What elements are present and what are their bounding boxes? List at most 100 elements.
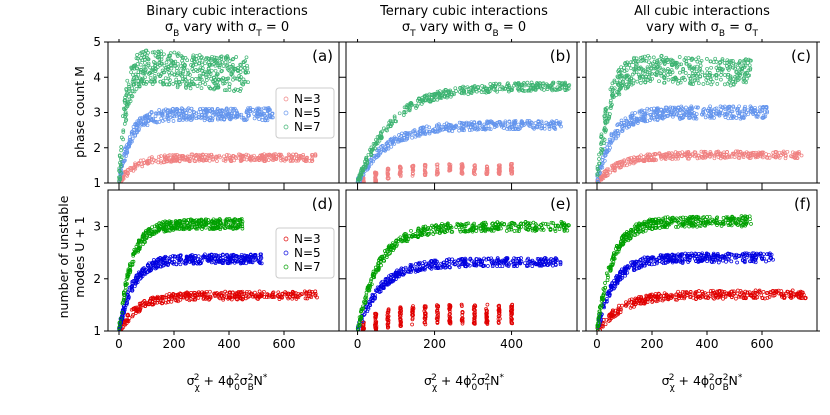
point <box>689 104 694 109</box>
point <box>225 218 229 222</box>
point <box>539 86 544 91</box>
point <box>401 113 406 117</box>
point <box>173 80 178 85</box>
point <box>645 156 649 160</box>
series-a-N=3 <box>117 152 318 183</box>
point <box>634 70 639 75</box>
point <box>691 73 695 78</box>
point <box>657 57 662 62</box>
point <box>200 62 205 67</box>
point <box>224 56 229 60</box>
point <box>131 313 135 317</box>
point <box>595 173 600 178</box>
point <box>146 63 151 68</box>
point <box>139 121 144 126</box>
point <box>692 65 697 70</box>
point <box>677 62 682 67</box>
point <box>734 70 739 74</box>
point <box>414 106 418 110</box>
point <box>162 82 166 86</box>
point <box>741 63 746 68</box>
point <box>743 72 747 76</box>
point <box>671 77 676 81</box>
point <box>599 134 604 139</box>
point <box>165 113 170 118</box>
legend-marker <box>283 236 289 242</box>
point <box>728 77 732 82</box>
point <box>488 82 493 86</box>
point <box>466 122 471 126</box>
point <box>709 152 714 156</box>
point <box>527 124 532 128</box>
point <box>226 112 231 116</box>
point <box>684 113 688 117</box>
point <box>157 221 162 226</box>
ylabel-phase-count: phase count M <box>72 66 87 158</box>
point <box>551 80 555 85</box>
point <box>238 217 243 222</box>
point <box>686 110 691 114</box>
point <box>182 108 187 113</box>
point <box>202 222 207 227</box>
point <box>198 66 203 71</box>
point <box>764 155 769 160</box>
point <box>197 158 202 163</box>
point <box>632 70 637 75</box>
point <box>542 126 547 131</box>
point <box>134 309 139 314</box>
point <box>619 65 623 70</box>
point <box>159 159 164 164</box>
point <box>172 114 177 119</box>
point <box>737 156 742 160</box>
point <box>239 112 244 117</box>
point <box>172 72 177 77</box>
point <box>262 156 267 161</box>
point <box>187 225 192 230</box>
point <box>453 86 458 91</box>
point <box>173 157 178 162</box>
point <box>666 67 670 71</box>
point <box>781 149 786 154</box>
point <box>313 153 318 158</box>
point <box>656 106 660 111</box>
point <box>359 168 363 173</box>
point <box>666 57 670 62</box>
point <box>779 153 784 157</box>
point <box>556 80 561 85</box>
point <box>189 225 194 230</box>
point <box>169 159 173 163</box>
point <box>465 85 470 90</box>
point <box>651 55 656 60</box>
point <box>123 110 128 115</box>
point <box>662 152 667 157</box>
point <box>531 86 535 90</box>
point <box>236 259 240 263</box>
legend-box <box>275 227 335 279</box>
point <box>386 146 391 151</box>
point <box>180 156 185 160</box>
point <box>715 68 720 73</box>
point <box>238 62 243 67</box>
point <box>136 239 141 244</box>
point <box>166 67 170 72</box>
point <box>629 82 634 87</box>
point <box>704 78 709 82</box>
legend-marker <box>283 124 289 130</box>
point <box>213 109 217 114</box>
point <box>694 116 699 121</box>
point <box>122 146 127 151</box>
point <box>708 59 713 64</box>
panel-frame-b <box>345 41 578 184</box>
x-tick-label: 600 <box>273 337 296 351</box>
point <box>239 290 244 295</box>
column-title-all: All cubic interactions <box>634 4 770 19</box>
point <box>162 52 166 57</box>
column-subtitle-ternary: σT vary with σB = 0 <box>402 20 526 39</box>
point <box>529 80 534 85</box>
point <box>737 61 741 66</box>
point <box>649 156 653 160</box>
point <box>362 186 365 189</box>
point <box>257 295 261 300</box>
ylabel-unstable-modes-line1: number of unstable <box>56 195 71 318</box>
point <box>671 114 675 119</box>
